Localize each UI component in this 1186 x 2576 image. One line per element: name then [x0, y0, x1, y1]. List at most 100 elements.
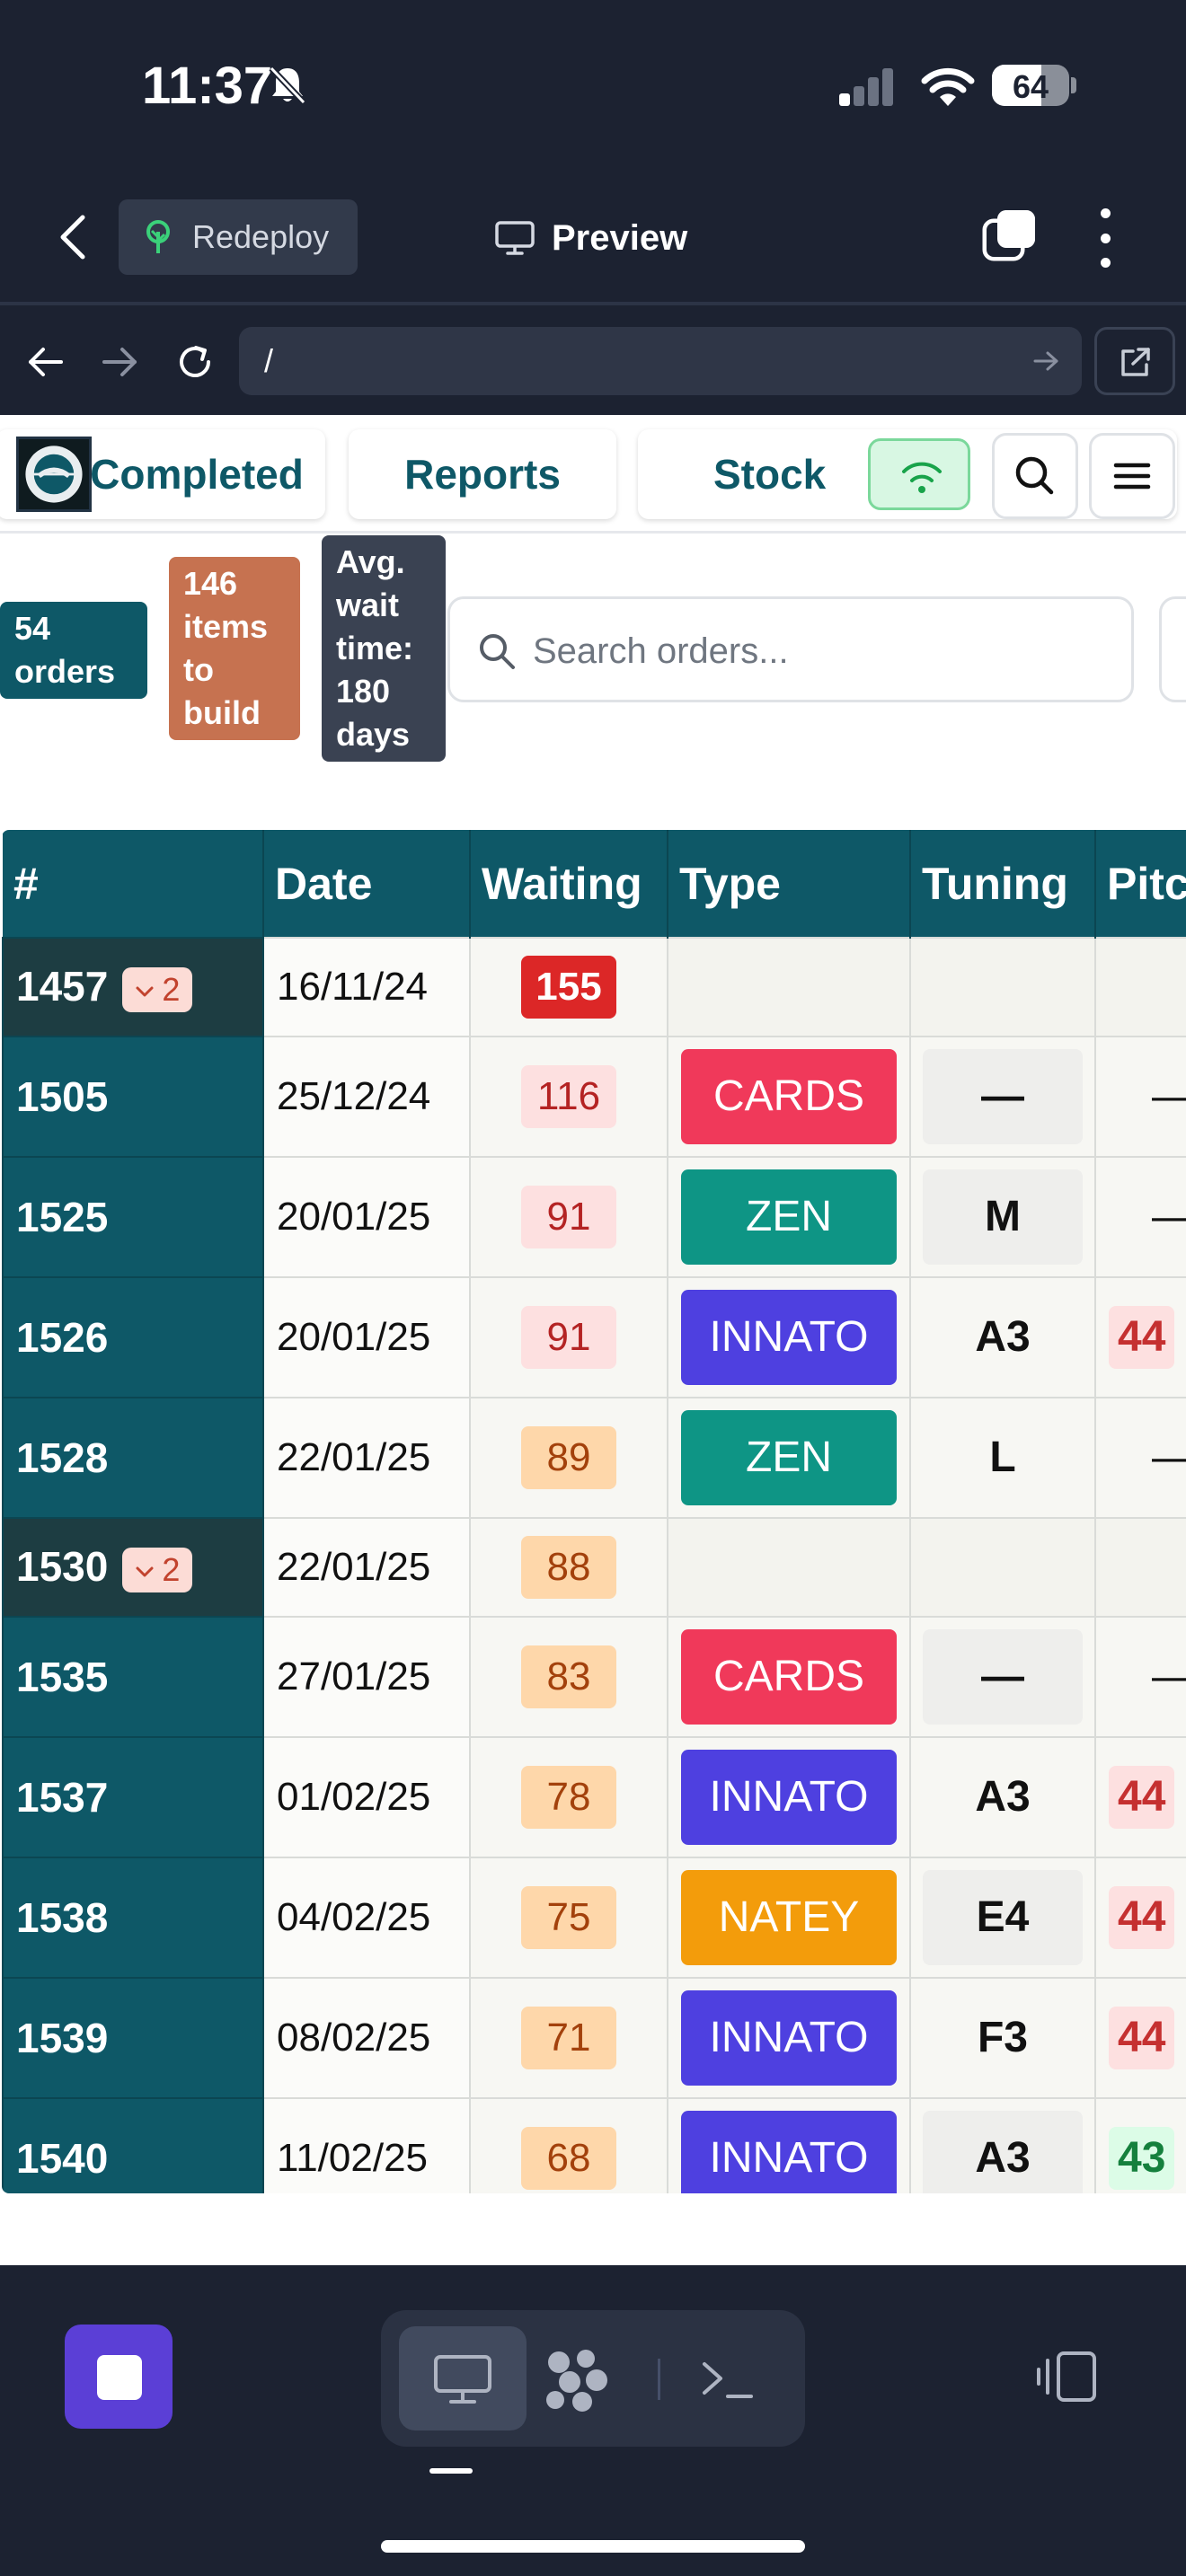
logo-icon[interactable] [16, 437, 92, 512]
type-badge: CARDS [681, 1629, 897, 1725]
tuning-cell: M [909, 1156, 1096, 1278]
order-id-cell[interactable]: 1537 [2, 1736, 264, 1858]
group-row[interactable]: 1457 2 16/11/24 155 [2, 937, 1186, 1037]
order-id-cell[interactable]: 1538 [2, 1857, 264, 1979]
type-cell: ZEN [667, 1397, 911, 1519]
arrow-right-icon[interactable] [97, 340, 142, 384]
date-cell: 27/01/25 [262, 1616, 471, 1738]
type-cell: INNATO [667, 2097, 911, 2193]
tuning-value: — [923, 1629, 1083, 1725]
table-row[interactable]: 1535 27/01/25 83 CARDS — — [2, 1616, 1186, 1738]
arrow-go-icon[interactable] [1031, 347, 1060, 375]
tuning-value: A3 [923, 2111, 1083, 2193]
open-external-button[interactable] [1094, 327, 1175, 395]
chevron-left-icon[interactable] [56, 212, 92, 262]
menu-button[interactable] [1089, 433, 1175, 519]
order-id: 1537 [16, 1774, 109, 1821]
waiting-cell: 91 [469, 1276, 668, 1398]
search-orders[interactable] [447, 596, 1134, 702]
tuning-cell: L [909, 1397, 1096, 1519]
table-row[interactable]: 1537 01/02/25 78 INNATO A3 44 [2, 1736, 1186, 1858]
waiting-badge: 116 [521, 1065, 616, 1128]
preview-toggle[interactable]: Preview [494, 208, 687, 268]
order-id-cell[interactable]: 1457 2 [2, 937, 264, 1037]
switcher-divider [658, 2359, 660, 2400]
col-header-waiting[interactable]: Waiting [470, 830, 668, 938]
order-id-cell[interactable]: 1535 [2, 1616, 264, 1738]
order-id-cell[interactable]: 1525 [2, 1156, 264, 1278]
redeploy-button[interactable]: Redeploy [119, 199, 358, 275]
pitch-cell: — [1094, 1156, 1186, 1278]
type-badge: INNATO [681, 1290, 897, 1385]
pitch-cell: 44 [1094, 1977, 1186, 2099]
col-header-id[interactable]: # [3, 830, 264, 938]
order-id-cell[interactable]: 1526 [2, 1276, 264, 1398]
table-row[interactable]: 1528 22/01/25 89 ZEN L — [2, 1397, 1186, 1519]
table-row[interactable]: 1540 11/02/25 68 INNATO A3 43 [2, 2097, 1186, 2193]
order-id-cell[interactable]: 1528 [2, 1397, 264, 1519]
arrow-left-icon[interactable] [23, 340, 68, 384]
tab-completed-label: Completed [90, 451, 304, 498]
wifi-icon [921, 67, 975, 106]
table-row[interactable]: 1525 20/01/25 91 ZEN M — [2, 1156, 1186, 1278]
date-cell: 04/02/25 [262, 1857, 471, 1979]
order-id-cell[interactable]: 1530 2 [2, 1517, 264, 1618]
terminal-icon[interactable] [697, 2355, 760, 2405]
search-input[interactable] [533, 624, 1108, 678]
battery-level: 64 [1012, 68, 1049, 105]
order-id: 1530 [16, 1543, 109, 1591]
waiting-cell: 88 [469, 1517, 668, 1618]
external-link-icon [1121, 348, 1150, 376]
type-cell: INNATO [667, 1736, 911, 1858]
order-id-cell[interactable]: 1539 [2, 1977, 264, 2099]
tabs-icon[interactable] [981, 207, 1039, 262]
stop-button[interactable] [65, 2325, 173, 2429]
group-count: 2 [162, 1550, 181, 1588]
order-id-cell[interactable]: 1505 [2, 1036, 264, 1158]
browser-toolbar: / [0, 309, 1186, 415]
redeploy-label: Redeploy [192, 218, 330, 255]
device-toggle-icon[interactable] [1035, 2348, 1100, 2405]
table-row[interactable]: 1505 25/12/24 116 CARDS — — [2, 1036, 1186, 1158]
desktop-view-tab[interactable] [399, 2326, 527, 2430]
search-button[interactable] [992, 433, 1078, 519]
pitch-value: — [1109, 1645, 1186, 1708]
tuning-cell: A3 [909, 2097, 1096, 2193]
col-header-date[interactable]: Date [263, 830, 471, 938]
waiting-badge: 78 [521, 1766, 616, 1829]
orders-count-badge: 54 orders [0, 602, 147, 699]
col-header-pitch[interactable]: Pitch [1095, 830, 1186, 938]
filter-button[interactable] [1159, 596, 1186, 702]
table-row[interactable]: 1539 08/02/25 71 INNATO F3 44 [2, 1977, 1186, 2099]
col-header-type[interactable]: Type [668, 830, 911, 938]
home-indicator [381, 2540, 805, 2553]
tab-reports[interactable]: Reports [349, 429, 616, 519]
grid-blob-icon[interactable] [539, 2346, 615, 2414]
reload-icon[interactable] [173, 340, 217, 384]
date-cell: 20/01/25 [262, 1276, 471, 1398]
more-vertical-icon[interactable] [1094, 208, 1116, 268]
waiting-badge: 83 [521, 1645, 616, 1708]
table-row[interactable]: 1526 20/01/25 91 INNATO A3 44 [2, 1276, 1186, 1398]
group-toggle-badge[interactable]: 2 [122, 966, 193, 1012]
group-toggle-badge[interactable]: 2 [122, 1547, 193, 1592]
url-text: / [264, 342, 274, 379]
status-bar: 11:37 64 [0, 0, 1186, 171]
type-badge: ZEN [681, 1169, 897, 1265]
connection-status[interactable] [868, 438, 970, 510]
col-header-tuning[interactable]: Tuning [910, 830, 1096, 938]
tuning-cell [909, 937, 1096, 1037]
waiting-cell: 71 [469, 1977, 668, 2099]
date-cell: 16/11/24 [262, 937, 471, 1037]
url-field[interactable]: / [239, 327, 1082, 395]
pitch-cell [1094, 937, 1186, 1037]
type-badge: NATEY [681, 1870, 897, 1965]
order-id-cell[interactable]: 1540 [2, 2097, 264, 2193]
orders-table: # Date Waiting Type Tuning Pitch 1457 2 16… [2, 830, 1186, 2193]
table-row[interactable]: 1538 04/02/25 75 NATEY E4 44 [2, 1857, 1186, 1979]
date-cell: 11/02/25 [262, 2097, 471, 2193]
group-row[interactable]: 1530 2 22/01/25 88 [2, 1517, 1186, 1618]
order-id: 1535 [16, 1654, 109, 1700]
tuning-value: L [989, 1434, 1016, 1481]
tuning-value: E4 [923, 1870, 1083, 1965]
